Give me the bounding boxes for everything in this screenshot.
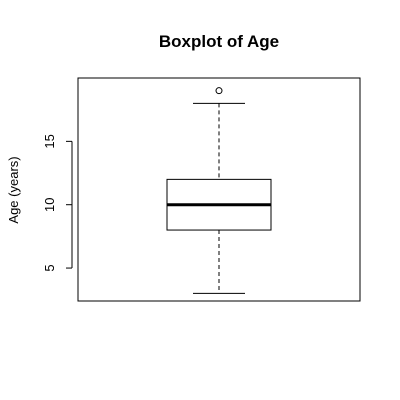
plot-frame	[77, 77, 361, 302]
box-group	[166, 102, 272, 294]
outlier-point	[215, 87, 223, 95]
y-tick-label: 15	[42, 134, 57, 148]
y-tick-label: 5	[42, 264, 57, 271]
outliers	[215, 87, 223, 95]
y-axis-label: Age (years)	[6, 156, 21, 223]
chart-title: Boxplot of Age	[159, 32, 279, 51]
y-tick-label: 10	[42, 197, 57, 211]
y-axis: 5 10 15	[42, 134, 73, 272]
